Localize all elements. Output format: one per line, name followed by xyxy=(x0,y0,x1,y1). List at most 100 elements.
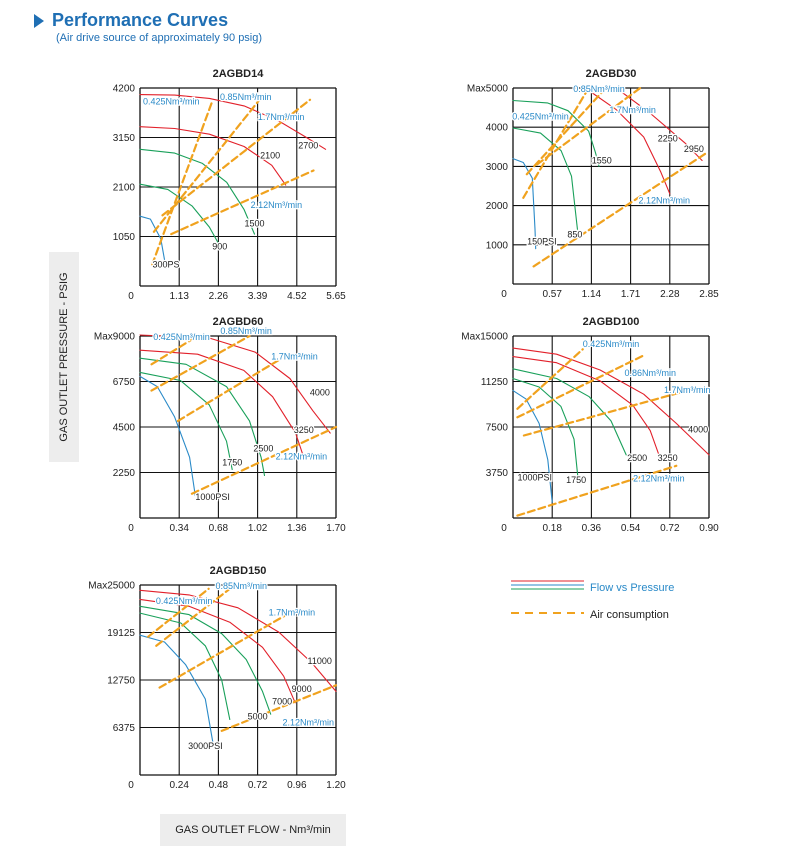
chart-2-annotation: 0.85Nm³/min xyxy=(573,84,625,94)
chart-2-x-tick-label: 0 xyxy=(501,289,507,300)
chart-2-y-tick-label: Max5000 xyxy=(467,84,509,95)
chart-4-x-tick-label: 0.54 xyxy=(621,523,641,534)
chart-4-flow-pressure-curve xyxy=(512,368,627,456)
chart-5-annotation: 3000PSI xyxy=(188,741,223,751)
chart-2-x-tick-label: 0.57 xyxy=(542,289,562,300)
chart-4-title: 2AGBD100 xyxy=(583,316,640,328)
chart-1-x-tick-label: 4.52 xyxy=(287,291,307,302)
chart-2-annotation: 150PSI xyxy=(527,236,557,246)
chart-3-x-tick-label: 0.34 xyxy=(169,523,189,534)
chart-5-x-tick-label: 0.72 xyxy=(248,780,268,791)
chart-1-flow-pressure-curve xyxy=(139,148,256,235)
chart-5-flow-pressure-curve xyxy=(139,634,215,747)
chart-4-air-consumption-line xyxy=(516,354,645,419)
chart-2-y-tick-label: 4000 xyxy=(486,123,509,134)
chart-2-x-tick-label: 1.14 xyxy=(582,289,602,300)
chart-3-x-tick-label: 1.70 xyxy=(326,523,346,534)
chart-3-flow-pressure-curve xyxy=(139,371,233,471)
chart-1-x-tick-label: 0 xyxy=(128,291,134,302)
chart-4-annotation: 2.12Nm³/min xyxy=(633,474,685,484)
chart-2-annotation: 0.425Nm³/min xyxy=(512,111,569,121)
chart-2-y-tick-label: 1000 xyxy=(486,240,509,251)
chart-5-air-consumption-line xyxy=(158,610,293,689)
chart-1-x-tick-label: 5.65 xyxy=(326,291,346,302)
chart-5-flow-pressure-curve xyxy=(139,598,296,704)
chart-5-flow-pressure-curve xyxy=(139,589,337,692)
chart-1-x-tick-label: 1.13 xyxy=(169,291,189,302)
chart-3-x-tick-label: 1.36 xyxy=(287,523,307,534)
y-axis-label-box: GAS OUTLET PRESSURE - PSIG xyxy=(49,252,79,462)
chart-3-air-consumption-line xyxy=(176,359,280,422)
chart-3-air-consumption-line xyxy=(150,334,251,392)
chart-5-air-consumption-line xyxy=(220,684,338,733)
chart-2-y-tick-label: 2000 xyxy=(486,201,509,212)
chart-4-y-tick-label: Max15000 xyxy=(461,332,508,343)
chart-1-flow-pressure-curve xyxy=(139,94,327,150)
chart-5-flow-pressure-curve xyxy=(139,605,272,715)
chart-2-flow-pressure-curve xyxy=(615,87,703,162)
chart-4-annotation: 1000PSI xyxy=(518,472,553,482)
chart-1-annotation: 0.425Nm³/min xyxy=(143,97,200,107)
chart-3-y-tick-label: 2250 xyxy=(113,468,136,479)
chart-4-flow-pressure-curve xyxy=(512,377,579,483)
chart-2-annotation: 1550 xyxy=(592,155,612,165)
chart-2-air-consumption-line xyxy=(535,86,642,166)
chart-4-x-tick-label: 0.36 xyxy=(582,523,602,534)
play-triangle-icon xyxy=(34,13,44,28)
chart-5-air-consumption-line xyxy=(155,583,236,647)
chart-5-y-tick-label: 6375 xyxy=(113,723,136,734)
chart-4-flow-pressure-curve xyxy=(512,390,553,503)
chart-4-x-tick-label: 0.18 xyxy=(542,523,562,534)
chart-2-x-tick-label: 1.71 xyxy=(621,289,641,300)
chart-5-annotation: 0.85Nm³/min xyxy=(216,581,268,591)
chart-5-annotation: 11000 xyxy=(307,656,331,666)
chart-1-annotation: 300PS xyxy=(153,260,180,270)
chart-3-annotation: 1000PSI xyxy=(195,492,230,502)
chart-4-annotation: 1750 xyxy=(566,475,586,485)
chart-1-annotation: 1.7Nm³/min xyxy=(258,112,305,122)
chart-3-y-tick-label: 6750 xyxy=(113,377,136,388)
chart-3-annotation: 0.85Nm³/min xyxy=(220,326,272,336)
chart-4-flow-pressure-curve xyxy=(512,347,710,456)
chart-2-flow-pressure-curve xyxy=(512,158,537,250)
chart-2-annotation: 850 xyxy=(567,230,582,240)
chart-3-title: 2AGBD60 xyxy=(213,316,264,328)
chart-2-title: 2AGBD30 xyxy=(586,68,637,80)
x-axis-label: GAS OUTLET FLOW - xyxy=(175,824,287,836)
chart-2-flow-pressure-curve xyxy=(584,87,671,195)
chart-5-annotation: 7000 xyxy=(272,696,292,706)
chart-4-annotation: 4000 xyxy=(688,424,708,434)
chart-3-flow-pressure-curve xyxy=(139,349,305,458)
chart-3-air-consumption-line xyxy=(190,425,338,495)
chart-4-annotation: 1.7Nm³/min xyxy=(664,385,711,395)
chart-4-annotation: 2500 xyxy=(627,453,647,463)
page-title-text: Performance Curves xyxy=(52,10,229,30)
chart-5-annotation: 5000 xyxy=(248,712,268,722)
chart-1-air-consumption-line xyxy=(151,98,214,266)
chart-3-x-tick-label: 1.02 xyxy=(248,523,268,534)
chart-1-air-consumption-line xyxy=(152,93,265,233)
page-subtitle: (Air drive source of approximately 90 ps… xyxy=(56,32,263,44)
chart-1-annotation: 2100 xyxy=(260,151,280,161)
chart-5-annotation: 1.7Nm³/min xyxy=(269,607,316,617)
chart-2-air-consumption-line xyxy=(532,151,709,268)
chart-5-x-tick-label: 0.96 xyxy=(287,780,307,791)
chart-2-annotation: 2.12Nm³/min xyxy=(639,196,691,206)
chart-2-y-tick-label: 3000 xyxy=(486,162,509,173)
chart-3-y-tick-label: Max9000 xyxy=(94,332,136,343)
chart-3-annotation: 2.12Nm³/min xyxy=(276,451,328,461)
x-axis-label-unit: Nm³/min xyxy=(289,824,331,836)
legend-flow-label: Flow vs Pressure xyxy=(590,582,674,594)
chart-5-flow-pressure-curve xyxy=(139,612,231,721)
chart-5-x-tick-label: 1.20 xyxy=(326,780,346,791)
chart-5-air-consumption-line xyxy=(147,587,210,638)
chart-1-annotation: 2700 xyxy=(298,140,318,150)
chart-1-annotation: 1500 xyxy=(244,219,264,229)
chart-4-air-consumption-line xyxy=(516,348,584,410)
chart-4-x-tick-label: 0.90 xyxy=(699,523,719,534)
chart-3-x-tick-label: 0.68 xyxy=(209,523,229,534)
chart-3-flow-pressure-curve xyxy=(139,334,331,434)
chart-4-x-tick-label: 0.72 xyxy=(660,523,680,534)
chart-1-y-tick-label: 3150 xyxy=(113,133,136,144)
